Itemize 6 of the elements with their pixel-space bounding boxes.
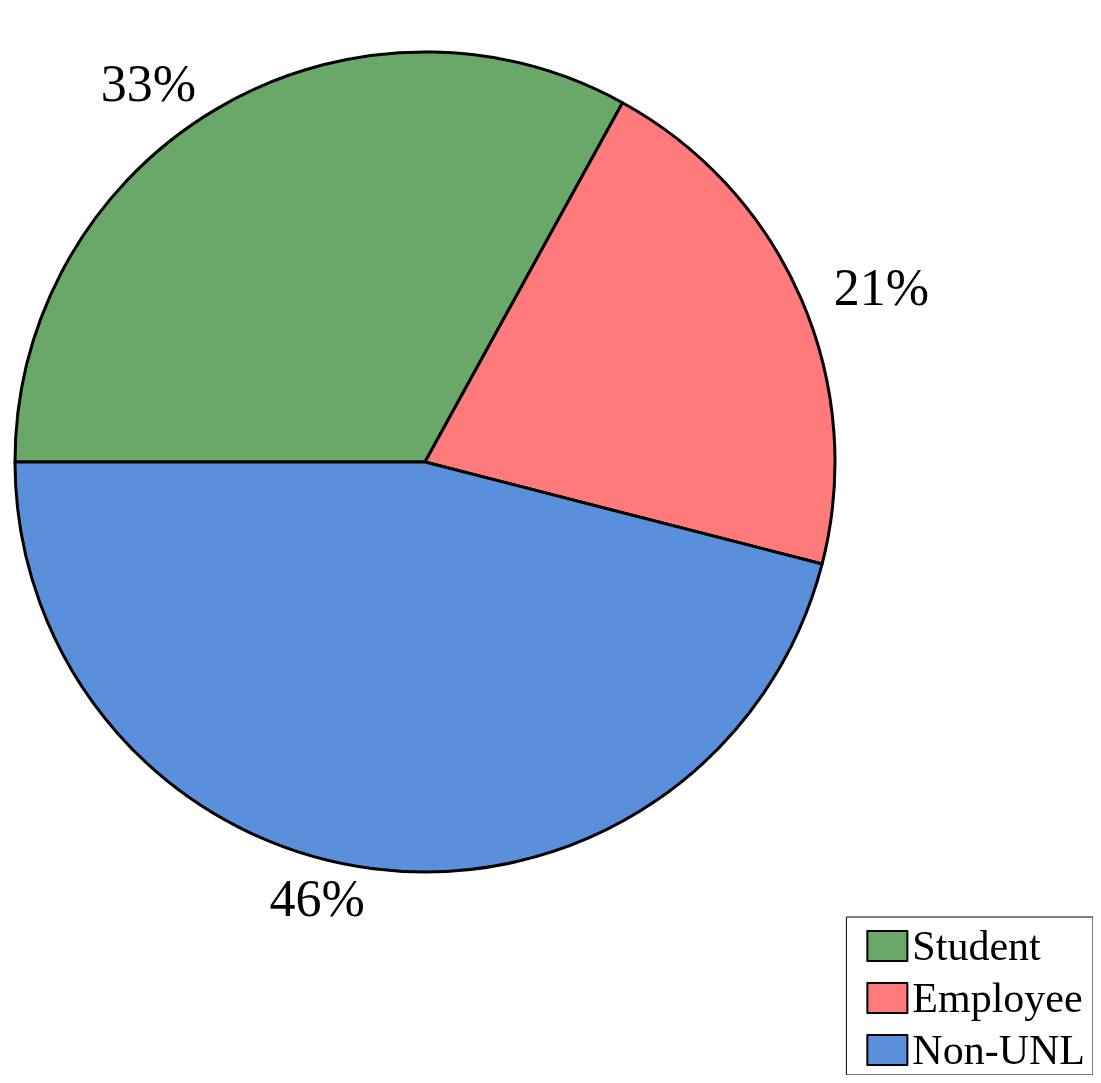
legend-label: Non-UNL: [912, 1027, 1086, 1073]
legend-label: Employee: [912, 975, 1083, 1021]
data-label: 33%: [100, 54, 197, 112]
legend-label: Student: [912, 923, 1042, 969]
data-label: 21%: [833, 258, 930, 316]
data-label: 46%: [269, 870, 365, 928]
